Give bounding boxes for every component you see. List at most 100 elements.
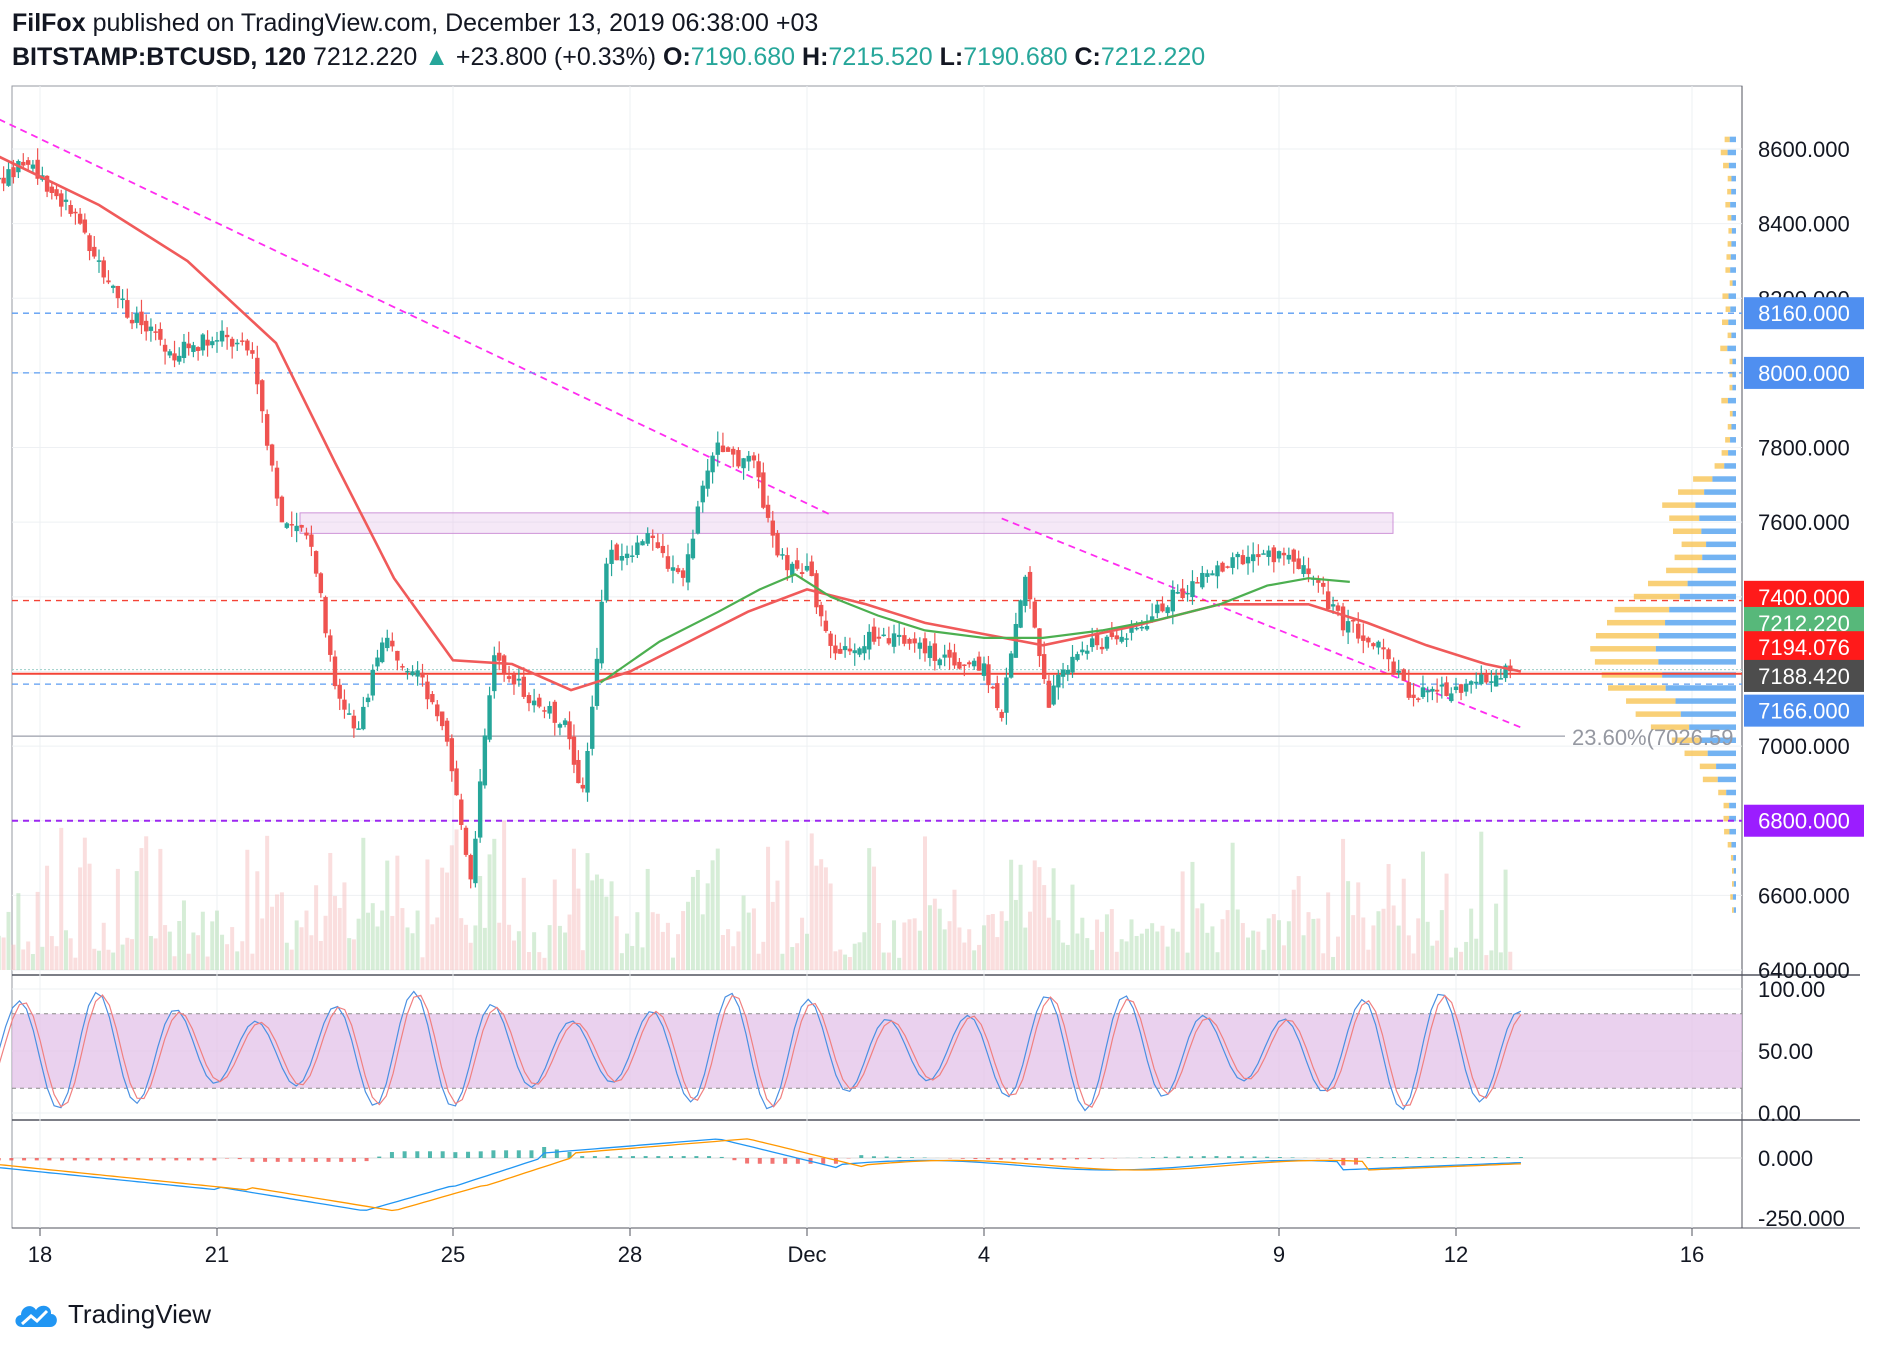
macd-hist-bar — [1265, 1157, 1269, 1158]
volume-bar — [191, 933, 195, 970]
volume-bar — [285, 943, 289, 970]
candle-body — [235, 343, 239, 345]
candle-body — [6, 169, 10, 186]
candle-body — [902, 635, 906, 644]
candle-body — [1479, 674, 1483, 684]
tradingview-brand[interactable]: TradingView — [68, 1299, 211, 1330]
candle-body — [1499, 678, 1503, 680]
candle-body — [1381, 647, 1385, 649]
candle-body — [752, 455, 756, 460]
candle-body — [790, 564, 794, 575]
volume-bar — [59, 828, 63, 970]
volume-bar — [1231, 843, 1235, 970]
macd-hist-bar — [187, 1158, 191, 1160]
volume-bar — [887, 953, 891, 970]
macd-hist-bar — [504, 1150, 508, 1158]
macd-hist-bar — [441, 1151, 445, 1158]
macd-hist-bar — [770, 1158, 774, 1164]
candle-body — [294, 526, 298, 531]
candle-body — [1200, 573, 1204, 587]
candle-body — [1246, 557, 1250, 563]
candle-body — [1165, 607, 1169, 613]
candle-body — [766, 505, 770, 518]
volume-bar — [380, 911, 384, 970]
candle-body — [1009, 653, 1013, 677]
candle-body — [210, 341, 214, 345]
candle-body — [1042, 654, 1046, 679]
candle-body — [1331, 604, 1335, 606]
volume-bar — [1426, 922, 1430, 970]
volume-bar — [1246, 938, 1250, 970]
candle-body — [726, 447, 730, 452]
volume-bar — [235, 951, 239, 970]
volume-bar — [686, 902, 690, 970]
macd-hist-bar — [885, 1157, 889, 1158]
candle-body — [843, 646, 847, 650]
symbol-label[interactable]: BITSTAMP:BTCUSD, 120 — [12, 43, 306, 71]
macd-hist-bar — [1341, 1158, 1345, 1165]
macd-hist-bar — [1050, 1158, 1054, 1160]
candle-body — [892, 633, 896, 646]
volume-bar — [1469, 909, 1473, 970]
candle-body — [1474, 682, 1478, 684]
volume-bar — [731, 946, 735, 970]
candle-body — [721, 446, 725, 452]
volume-bar — [641, 947, 645, 970]
volume-bar — [1407, 935, 1411, 970]
candle-body — [120, 299, 124, 301]
candle-body — [1430, 689, 1434, 692]
macd-hist-bar — [1430, 1157, 1434, 1158]
candle-body — [1115, 635, 1119, 639]
candle-body — [862, 646, 866, 653]
volume-bar — [1190, 862, 1194, 970]
volume-bar — [1014, 900, 1018, 970]
candle-body — [1023, 577, 1027, 606]
volume-bar — [2, 937, 6, 970]
candle-body — [857, 648, 861, 654]
macd-hist-bar — [859, 1155, 863, 1158]
author-name[interactable]: FilFox — [12, 9, 86, 37]
candle-body — [1425, 690, 1429, 692]
volume-bar — [666, 923, 670, 970]
volume-bar — [967, 929, 971, 970]
candle-body — [1075, 654, 1079, 660]
macd-hist-bar — [415, 1151, 419, 1158]
volume-bar — [40, 947, 44, 970]
volume-bar — [255, 871, 259, 970]
candle-body — [400, 666, 404, 668]
candle-body — [1356, 624, 1360, 639]
volume-bar — [201, 912, 205, 970]
candle-body — [275, 468, 279, 499]
candle-body — [558, 724, 562, 728]
volume-bar — [245, 850, 249, 970]
volume-bar — [522, 878, 526, 970]
volume-bar — [250, 954, 254, 970]
volume-bar — [610, 881, 614, 970]
volume-bar — [1205, 933, 1209, 970]
volume-bar — [425, 859, 429, 970]
candle-body — [887, 638, 891, 643]
volume-bar — [240, 941, 244, 970]
tradingview-cloud-icon[interactable] — [12, 1297, 60, 1331]
volume-bar — [902, 922, 906, 970]
candle-body — [459, 800, 463, 825]
candle-body — [771, 521, 775, 536]
volume-bar — [1256, 932, 1260, 970]
candle-body — [756, 461, 760, 477]
stoch-rsi-pane[interactable] — [0, 992, 1742, 1111]
macd-tick-label: -250.000 — [1758, 1206, 1845, 1231]
macd-hist-bar — [580, 1156, 584, 1158]
volume-bar — [877, 923, 881, 970]
volume-bar — [1262, 950, 1266, 970]
candle-body — [686, 554, 690, 582]
volume-bar — [1195, 908, 1199, 970]
volume-bar — [604, 897, 608, 970]
chart-area[interactable]: 8600.0008400.0008200.0008000.0007800.000… — [0, 82, 1878, 1274]
volume-bar — [1019, 865, 1023, 970]
date-tick-label: Dec — [787, 1242, 826, 1267]
volume-bar — [568, 915, 572, 970]
macd-pane[interactable] — [0, 1139, 1742, 1211]
candle-body — [957, 662, 961, 669]
up-arrow-icon: ▲ — [424, 43, 449, 71]
macd-hist-bar — [732, 1158, 736, 1160]
